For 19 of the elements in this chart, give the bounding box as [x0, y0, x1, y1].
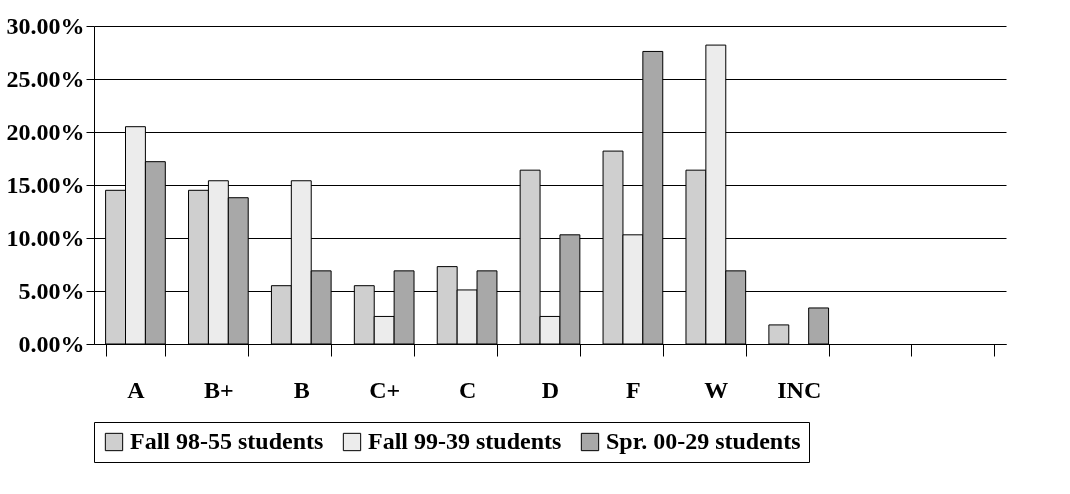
- y-tick-label: 20.00%: [6, 118, 85, 145]
- y-tick-label: 25.00%: [6, 65, 85, 92]
- y-tick-label: 10.00%: [6, 224, 85, 251]
- y-tick-label: 30.00%: [6, 12, 85, 39]
- x-tick-label: C+: [369, 376, 401, 403]
- x-tick-label: B+: [204, 376, 234, 403]
- x-tick-label: A: [127, 376, 146, 403]
- x-tick-label: D: [541, 376, 560, 403]
- x-tick-label: C: [458, 376, 477, 403]
- x-tick-label: F: [626, 376, 641, 403]
- y-tick-label: 0.00%: [18, 330, 85, 357]
- legend-label: Fall 98-55 students: [130, 428, 324, 454]
- x-tick-label: INC: [777, 376, 822, 403]
- x-tick-label: W: [704, 376, 729, 403]
- y-tick-label: 15.00%: [6, 171, 85, 198]
- x-tick-label: B: [293, 376, 310, 403]
- legend-label: Spr. 00-29 students: [606, 428, 801, 454]
- y-tick-label: 5.00%: [18, 277, 85, 304]
- legend-label: Fall 99-39 students: [368, 428, 562, 454]
